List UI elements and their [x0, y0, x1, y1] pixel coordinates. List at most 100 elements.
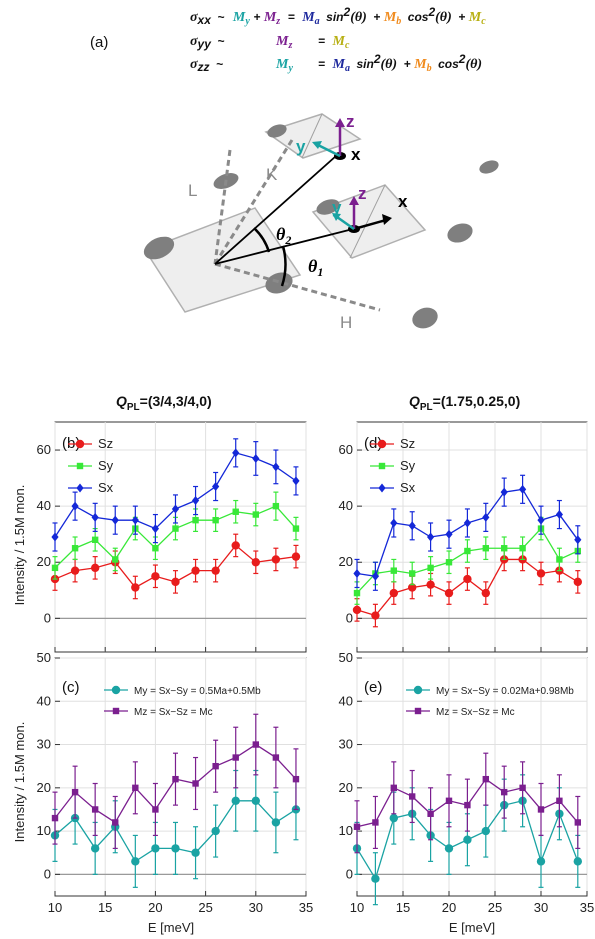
data-point [251, 558, 260, 567]
data-point [231, 541, 240, 550]
y-tick-label: 20 [37, 554, 51, 569]
data-point [353, 589, 361, 597]
data-point [51, 814, 59, 822]
chart-panel-c: 0 10 20 30 40 50 10 15 20 25 30 35 (c) My = Sx−Sy = 0… [37, 650, 314, 915]
y-tick-label: 60 [37, 442, 51, 457]
eq-row-xx: σxx ~ My + Mz = Ma sin2(θ) + Mb cos2(θ) … [190, 5, 486, 28]
data-point [252, 453, 260, 463]
y-arrow-1 [336, 215, 355, 231]
data-point [131, 583, 140, 592]
y-tick-label: 0 [44, 866, 51, 881]
x-label-2: x [351, 145, 361, 164]
x-tick-label: 10 [48, 900, 62, 915]
data-point [501, 788, 508, 796]
x-tick-label: 35 [580, 900, 594, 915]
data-point [555, 510, 563, 520]
data-point [445, 797, 453, 804]
data-point [536, 569, 546, 578]
data-point [482, 512, 490, 522]
data-point [501, 545, 508, 552]
data-point [132, 784, 139, 792]
y-tick-label: 30 [37, 737, 51, 752]
legend-marker [378, 483, 386, 493]
y-axis-label-top: Intensity / 1.5M mon. [12, 485, 27, 606]
y-tick-label: 10 [339, 823, 353, 838]
axis-H [214, 262, 381, 312]
data-point [212, 762, 219, 770]
sample-plane-2 [311, 184, 427, 259]
plot-frame [356, 657, 588, 897]
data-point [389, 588, 398, 598]
axis-K [213, 139, 294, 265]
data-point [211, 826, 220, 836]
x-tick-label: 15 [396, 900, 410, 915]
moment-ellipse [316, 199, 340, 215]
x-tick-label: 25 [488, 900, 502, 915]
data-point [427, 810, 434, 817]
data-point [390, 518, 398, 528]
data-point [151, 572, 160, 581]
legend-marker [76, 462, 84, 470]
data-point [231, 796, 240, 805]
data-point [192, 516, 199, 524]
data-point [90, 563, 100, 573]
x-tick-label: 20 [442, 900, 456, 915]
data-point [408, 521, 416, 531]
data-point [111, 515, 119, 525]
z-label-2: z [346, 112, 355, 131]
legend-marker [111, 685, 121, 695]
legend-label: Mz = Sx−Sz = Mc [134, 707, 213, 718]
scattering-geometry-diagram: L K H θ1 θ2 x z y z y x [143, 112, 499, 332]
moment-ellipse [412, 307, 438, 329]
data-point [500, 487, 508, 497]
data-point [390, 784, 397, 792]
panel-a-label: (a) [90, 34, 108, 51]
y-tick-label: 20 [37, 780, 51, 795]
legend-label: Sx [98, 480, 114, 495]
moment-ellipse [267, 124, 287, 138]
data-point [112, 819, 119, 826]
data-point [427, 532, 435, 542]
data-point [519, 784, 526, 792]
data-point [131, 857, 140, 866]
data-point [371, 611, 380, 620]
y-tick-label: 40 [37, 693, 51, 708]
data-point [91, 806, 99, 813]
data-point [444, 844, 454, 853]
data-point [482, 775, 489, 783]
x-tick-label: 20 [148, 900, 162, 915]
data-point [51, 564, 59, 572]
legend-marker [414, 707, 422, 715]
data-point [70, 566, 80, 575]
data-point [463, 835, 472, 844]
legend-marker [378, 462, 386, 470]
label-H: H [340, 313, 352, 332]
legend-marker [75, 439, 85, 449]
data-point [252, 511, 259, 518]
data-point [371, 874, 380, 883]
data-point [90, 844, 100, 853]
data-point [232, 754, 239, 761]
data-point [389, 813, 398, 823]
data-point [519, 545, 526, 552]
data-point [292, 476, 300, 486]
data-point [112, 556, 119, 563]
legend-marker [413, 685, 423, 695]
panel-a-equations: (a) σxx ~ My + Mz = Ma sin2(θ) + Mb cos2… [90, 5, 486, 74]
data-point [574, 819, 581, 826]
y-tick-label: 20 [339, 780, 353, 795]
data-point [482, 545, 489, 552]
y-tick-label: 40 [339, 498, 353, 513]
x-tick-label: 30 [534, 900, 548, 915]
y-label-1: y [332, 198, 342, 217]
data-point [232, 508, 239, 515]
panel-label: (c) [62, 679, 80, 696]
label-L: L [188, 181, 197, 200]
data-point [71, 788, 79, 796]
data-point [91, 512, 99, 522]
data-point [556, 797, 563, 804]
legend-marker [377, 439, 387, 449]
data-point [212, 482, 220, 492]
